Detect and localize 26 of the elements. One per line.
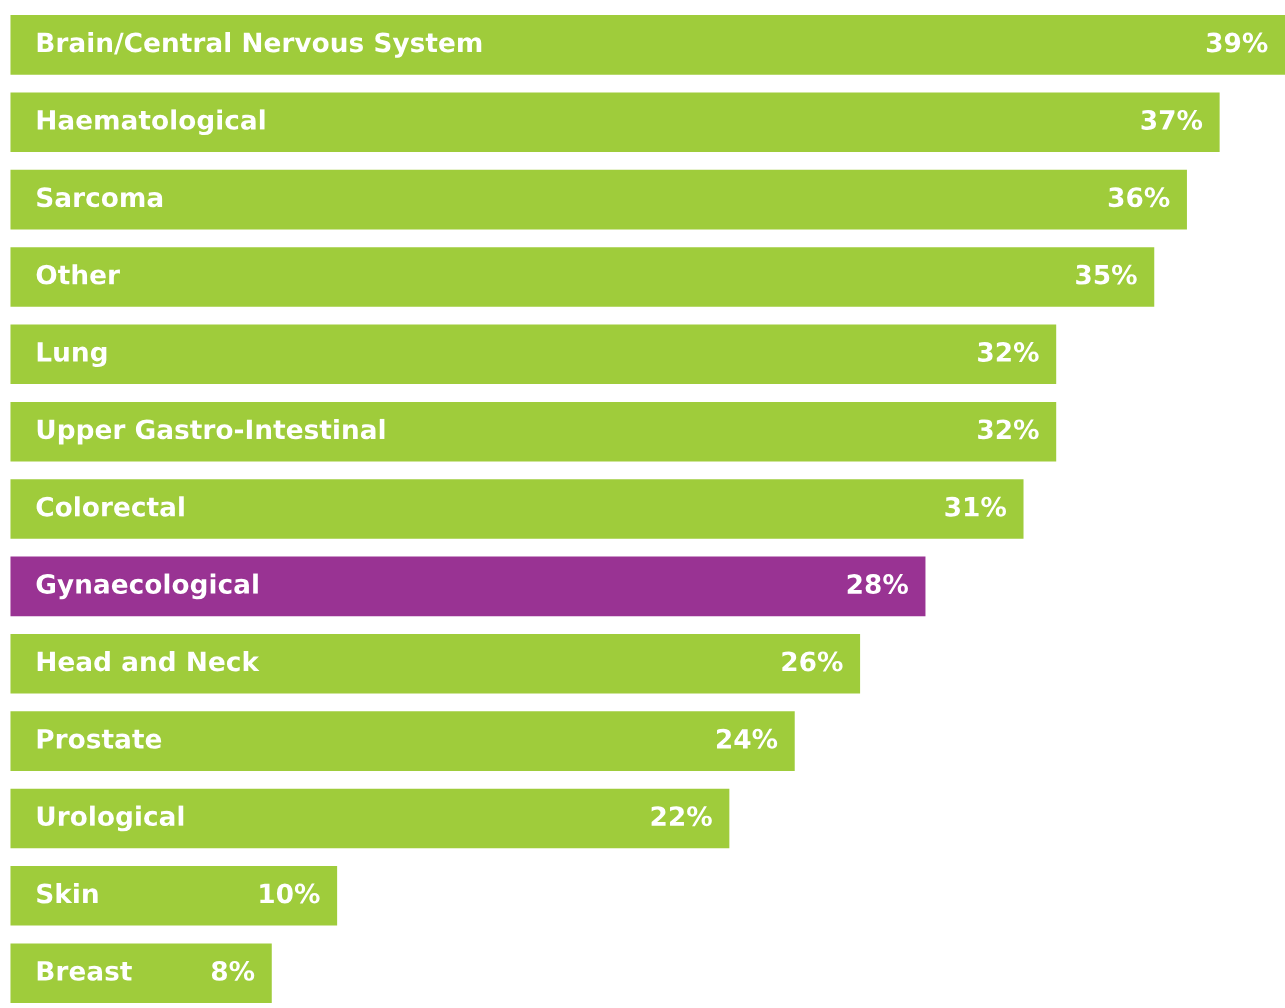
y-tick-label: Head and Neck xyxy=(37,650,260,672)
data-label: 35% xyxy=(1076,264,1137,285)
data-label: 37% xyxy=(1141,109,1203,130)
data-label: 32% xyxy=(978,342,1039,362)
y-tick-label: Prostate xyxy=(37,729,162,749)
y-tick-label: Sarcoma xyxy=(37,187,163,208)
data-label: 10% xyxy=(260,883,320,904)
data-label: 26% xyxy=(782,651,843,672)
y-tick-label: Brain/Central Nervous System xyxy=(37,32,482,58)
y-tick-label: Gynaecological xyxy=(36,573,258,600)
y-tick-label: Other xyxy=(36,264,120,285)
y-tick-label: Urological xyxy=(37,805,184,832)
data-label: 31% xyxy=(945,496,1007,517)
y-tick-label: Lung xyxy=(37,342,107,368)
data-label: 36% xyxy=(1108,187,1170,208)
data-label: 8% xyxy=(211,960,255,981)
data-label: 24% xyxy=(716,728,778,749)
data-label: 28% xyxy=(847,574,908,595)
y-tick-label: Breast xyxy=(37,961,132,981)
data-label: 39% xyxy=(1206,32,1268,53)
y-tick-label: Colorectal xyxy=(36,496,184,517)
data-label: 22% xyxy=(651,806,712,827)
data-label: 32% xyxy=(978,419,1039,440)
y-tick-label: Haematological xyxy=(37,109,265,136)
y-tick-label: Skin xyxy=(37,883,98,904)
y-tick-label: Upper Gastro-Intestinal xyxy=(37,418,385,445)
